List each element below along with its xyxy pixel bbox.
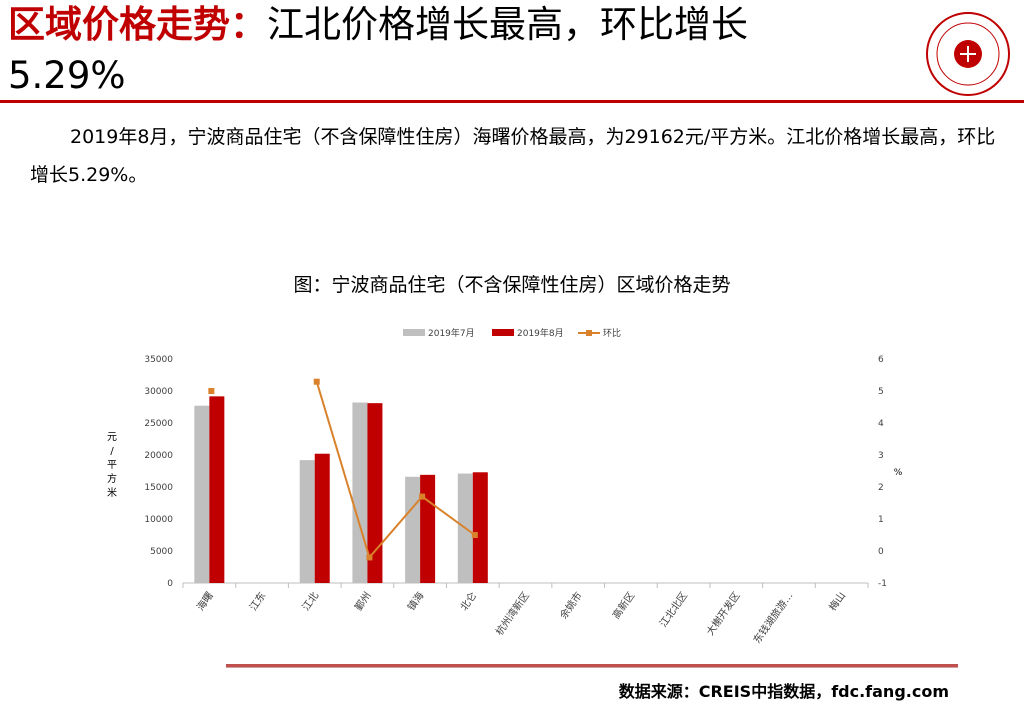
y2-tick-label: 2 bbox=[878, 483, 884, 493]
title-divider bbox=[0, 100, 1024, 103]
bar-jul bbox=[405, 476, 421, 583]
y-tick-label: 20000 bbox=[144, 451, 173, 461]
x-tick-label: 梅山 bbox=[826, 589, 848, 613]
y-tick-label: 35000 bbox=[144, 355, 173, 365]
bar-aug bbox=[472, 472, 488, 583]
ratio-line-segment bbox=[368, 495, 423, 559]
legend-label-aug: 2019年8月 bbox=[517, 327, 564, 339]
x-tick-label: 杭州湾新区 bbox=[493, 589, 532, 637]
china-index-academy-logo bbox=[926, 12, 1010, 96]
bar-jul bbox=[299, 460, 315, 583]
x-tick-label: 镇海 bbox=[404, 589, 426, 613]
legend-marker-ratio bbox=[586, 330, 592, 336]
summary-paragraph: 2019年8月，宁波商品住宅（不含保障性住房）海曙价格最高，为29162元/平方… bbox=[30, 126, 996, 186]
y-axis-label-char: / bbox=[110, 446, 114, 457]
x-tick-label: 大榭开发区 bbox=[703, 589, 742, 637]
bar-jul bbox=[194, 405, 210, 583]
x-tick-label: 高新区 bbox=[609, 589, 637, 621]
y2-tick-label: 4 bbox=[878, 419, 884, 429]
x-tick-label: 东钱湖旅游… bbox=[750, 589, 795, 646]
y-axis-label-char: 平 bbox=[107, 460, 117, 471]
legend-swatch-jul bbox=[403, 329, 425, 336]
title-highlight: 区域价格走势： bbox=[8, 3, 267, 46]
y2-tick-label: 5 bbox=[878, 387, 884, 397]
ratio-point bbox=[313, 378, 320, 385]
chart-title: 图：宁波商品住宅（不含保障性住房）区域价格走势 bbox=[293, 274, 731, 296]
x-tick-label: 江北北区 bbox=[657, 590, 690, 630]
bar-aug bbox=[420, 474, 436, 583]
y-tick-label: 0 bbox=[167, 579, 173, 589]
ratio-point bbox=[471, 532, 478, 538]
y-axis-label-char: 元 bbox=[107, 432, 117, 443]
x-tick-label: 北仑 bbox=[457, 589, 479, 613]
y-tick-label: 10000 bbox=[144, 515, 173, 525]
x-tick-label: 鄞州 bbox=[352, 589, 374, 613]
bar-aug bbox=[367, 403, 383, 583]
y-tick-label: 5000 bbox=[150, 547, 173, 557]
ratio-point bbox=[419, 493, 426, 500]
legend-label-ratio: 环比 bbox=[603, 327, 621, 339]
x-tick-label: 余姚市 bbox=[557, 589, 585, 621]
x-tick-label: 海曙 bbox=[194, 589, 216, 613]
bar-aug bbox=[209, 396, 225, 583]
bar-aug bbox=[314, 453, 330, 583]
title-percent: 5.29% bbox=[8, 54, 126, 97]
legend-swatch-aug bbox=[492, 329, 514, 336]
y2-axis-label: % bbox=[894, 468, 903, 478]
y-axis-label-char: 方 bbox=[107, 472, 117, 485]
y-tick-label: 25000 bbox=[144, 419, 173, 429]
footer-divider bbox=[226, 664, 958, 667]
legend-label-jul: 2019年7月 bbox=[428, 327, 475, 339]
y-axis-label-char: 米 bbox=[107, 486, 117, 499]
data-source: 数据来源：CREIS中指数据，fdc.fang.com bbox=[618, 682, 949, 701]
bar-jul bbox=[352, 402, 368, 583]
ratio-line-segment bbox=[421, 495, 476, 536]
y2-tick-label: 6 bbox=[878, 355, 884, 365]
y-tick-label: 15000 bbox=[144, 483, 173, 493]
y2-tick-label: -1 bbox=[878, 579, 887, 589]
ratio-point bbox=[208, 388, 215, 394]
ratio-point bbox=[366, 554, 373, 561]
x-tick-label: 江北 bbox=[300, 590, 321, 613]
y-tick-label: 30000 bbox=[144, 387, 173, 397]
title-rest: 江北价格增长最高，环比增长 bbox=[267, 3, 748, 46]
x-tick-label: 江东 bbox=[246, 589, 268, 613]
y2-tick-label: 3 bbox=[878, 451, 884, 461]
ratio-line-segment bbox=[315, 381, 371, 558]
page-title: 区域价格走势：江北价格增长最高，环比增长 bbox=[8, 2, 908, 48]
y2-tick-label: 1 bbox=[878, 515, 884, 525]
footer-divider-shadow bbox=[226, 667, 958, 668]
y2-tick-label: 0 bbox=[878, 547, 884, 557]
